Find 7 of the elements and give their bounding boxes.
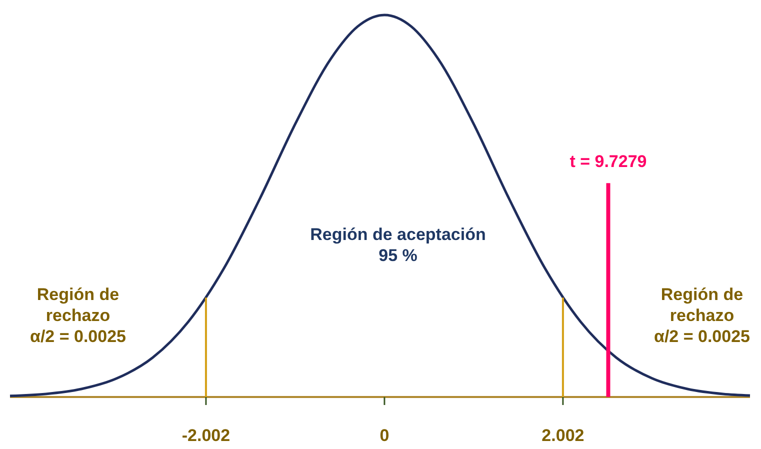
x-tick-label: -2.002 xyxy=(182,426,230,445)
annotation: Región de rechazo α/2 = 0.0025 xyxy=(654,285,750,346)
series-label: t = 9.7279 xyxy=(570,152,647,172)
annotation: Región de aceptación 95 % xyxy=(310,225,486,265)
annotation: Región de rechazo α/2 = 0.0025 xyxy=(30,285,126,346)
x-tick-label: 0 xyxy=(380,426,390,445)
x-tick-label: 2.002 xyxy=(542,426,584,445)
